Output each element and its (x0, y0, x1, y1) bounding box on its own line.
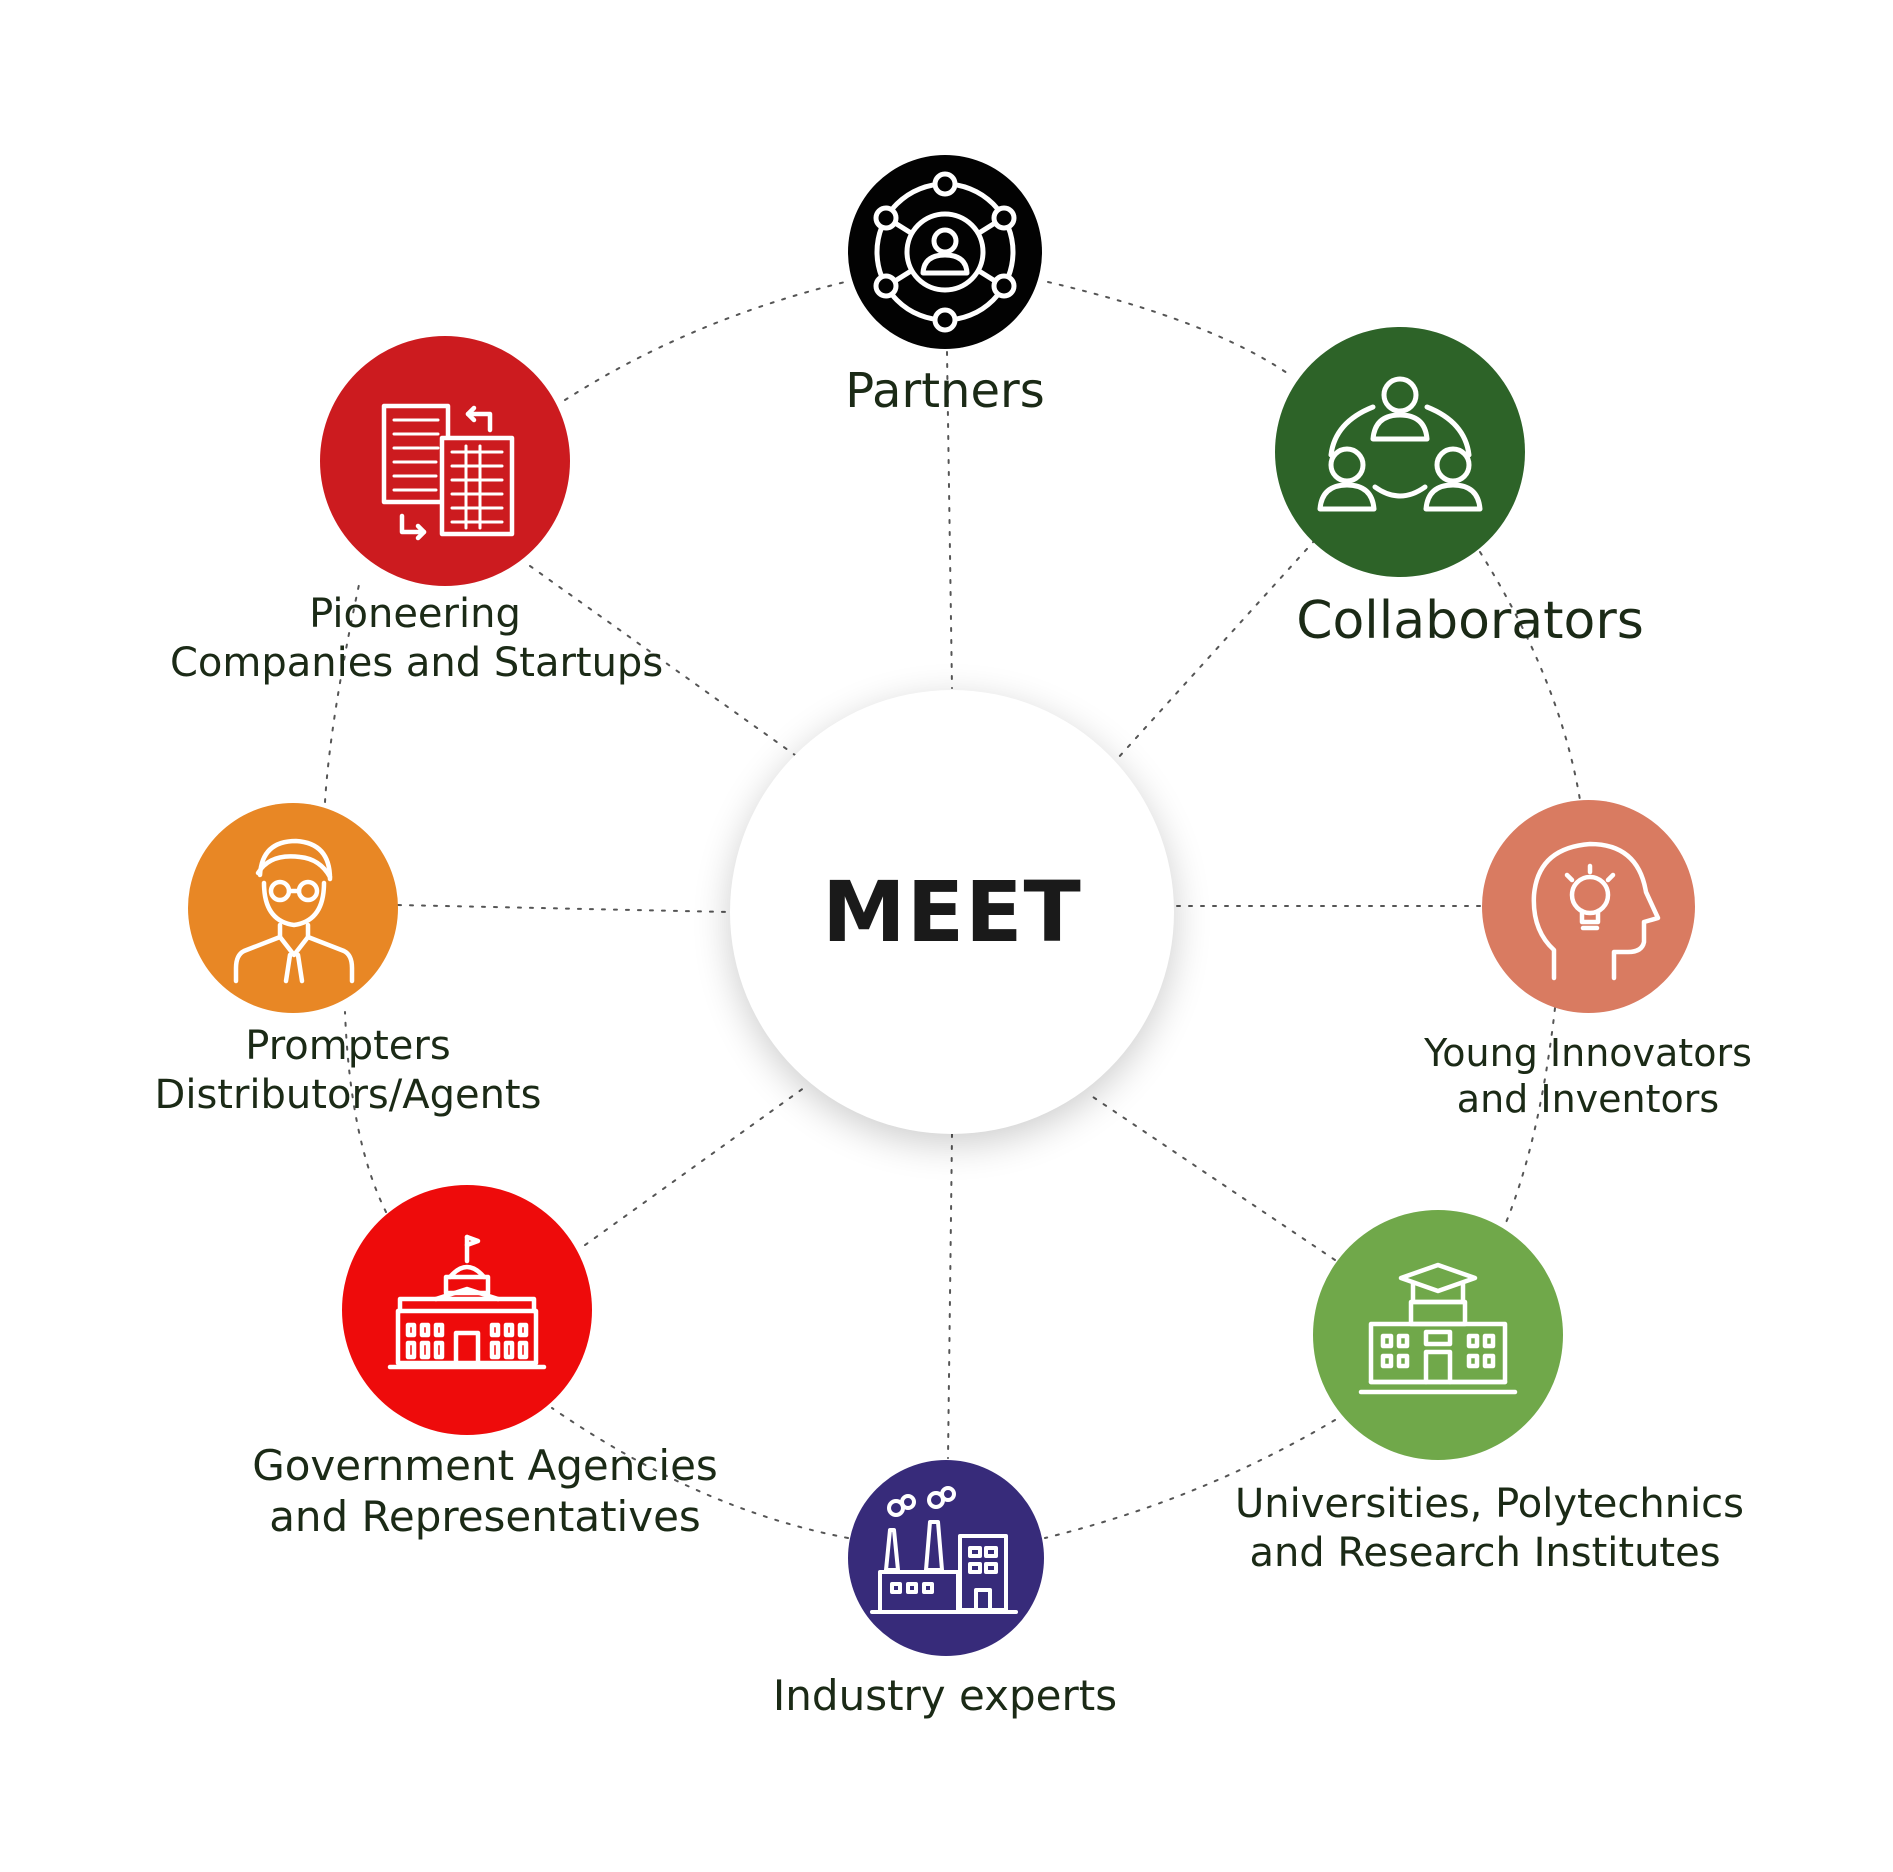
node-pioneering (320, 336, 570, 586)
label-line: Young Innovators (1424, 1031, 1752, 1075)
center-hub: MEET (730, 690, 1174, 1134)
label-line: Distributors/Agents (154, 1071, 542, 1118)
collaboration-people-icon (1317, 376, 1483, 512)
label-collaborators: Collaborators (1270, 590, 1670, 653)
spoke-universities (1089, 1094, 1336, 1261)
spoke-government (584, 1084, 809, 1246)
node-collaborators (1275, 327, 1525, 577)
label-industry: Industry experts (745, 1670, 1145, 1721)
ring-arc-pioneering-partners (564, 281, 846, 401)
node-prompters (188, 803, 398, 1013)
label-line: and Inventors (1456, 1077, 1720, 1122)
label-young-innovators: Young Innovators and Inventors (1408, 1030, 1768, 1123)
label-line: and Research Institutes (1249, 1529, 1721, 1576)
node-partners (848, 155, 1042, 349)
label-line: and Representatives (269, 1492, 701, 1542)
network-people-icon (873, 171, 1017, 333)
ring-arc-partners-collaborators (1047, 281, 1291, 376)
node-government (342, 1185, 592, 1435)
label-line: Universities, Polytechnics (1235, 1481, 1744, 1527)
head-lightbulb-icon (1531, 841, 1661, 981)
label-line: Pioneering (309, 591, 521, 637)
label-government: Government Agencies and Representatives (245, 1440, 725, 1542)
factory-icon (870, 1486, 1018, 1614)
spoke-industry (947, 1133, 953, 1459)
government-building-icon (387, 1234, 547, 1370)
spoke-prompters (397, 904, 729, 913)
label-partners: Partners (760, 362, 1130, 421)
ring-arc-industry-government (551, 1407, 849, 1539)
agent-person-icon (233, 838, 355, 984)
label-line: Collaborators (1296, 591, 1644, 651)
label-line: Prompters (245, 1023, 451, 1069)
node-universities (1313, 1210, 1563, 1460)
node-industry (848, 1460, 1044, 1656)
spoke-collaborators (1117, 539, 1316, 759)
ring-arc-collaborators-innovators (1479, 551, 1581, 801)
spoke-partners (946, 351, 953, 689)
center-hub-title: MEET (822, 863, 1082, 961)
node-young-innovators (1482, 800, 1695, 1013)
university-building-icon (1358, 1262, 1518, 1395)
ring-arc-universities-industry (1044, 1419, 1336, 1539)
office-buildings-icon (381, 403, 515, 541)
ring-arc-prompters-pioneering (324, 579, 361, 803)
label-line: Government Agencies (252, 1441, 718, 1490)
label-universities: Universities, Polytechnics and Research … (1235, 1480, 1744, 1578)
label-prompters: Prompters Distributors/Agents (148, 1022, 548, 1120)
label-line: Companies and Startups (170, 639, 664, 686)
ring-arc-innovators-universities (1504, 1007, 1556, 1226)
label-pioneering: Pioneering Companies and Startups (170, 590, 664, 688)
label-line: Partners (845, 363, 1045, 419)
label-line: Industry experts (772, 1671, 1118, 1720)
